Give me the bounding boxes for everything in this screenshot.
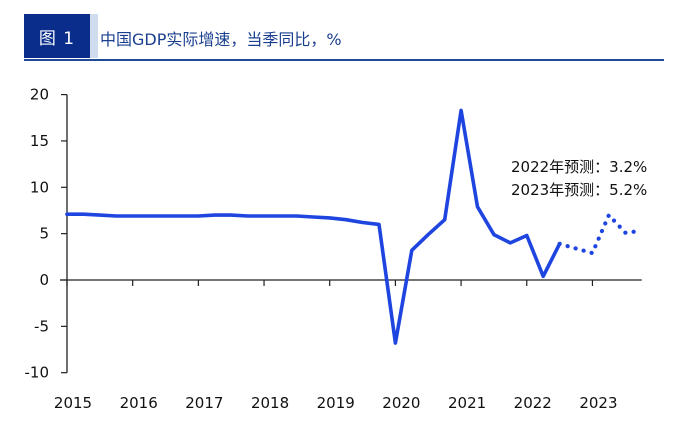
x-tick-label: 2020 [382, 394, 420, 412]
y-tick-label: 0 [39, 271, 49, 289]
y-tick-label: 20 [30, 86, 49, 104]
x-tick-label: 2017 [185, 394, 223, 412]
forecast-2023-annotation: 2023年预测：5.2% [511, 181, 648, 199]
y-tick-label: 5 [39, 225, 49, 243]
y-axis: 20 15 10 5 0 -5 -10 [25, 86, 68, 382]
x-tick-label: 2021 [448, 394, 486, 412]
series-group [65, 108, 644, 345]
chart-title: 中国GDP实际增速，当季同比，% [100, 30, 342, 49]
y-tick-label: 15 [30, 132, 49, 150]
x-tick-label: 2023 [579, 394, 617, 412]
header-divider [24, 59, 664, 61]
x-tick-label: 2019 [317, 394, 355, 412]
actual-gdp-line [65, 108, 562, 345]
badge-accent-strip [90, 14, 98, 58]
y-tick-label: -10 [25, 364, 50, 382]
figure-number-badge: 图 1 [24, 14, 90, 58]
x-tick-label: 2022 [514, 394, 552, 412]
forecast-line [557, 213, 644, 256]
x-axis: 2015 2016 2017 2018 2019 2020 2021 2022 2023 [54, 279, 642, 412]
x-tick-label: 2016 [120, 394, 158, 412]
y-tick-label: -5 [34, 317, 49, 335]
x-tick-label: 2018 [251, 394, 289, 412]
forecast-2022-annotation: 2022年预测：3.2% [511, 158, 648, 176]
y-tick-label: 10 [30, 178, 49, 196]
x-tick-label: 2015 [54, 394, 92, 412]
